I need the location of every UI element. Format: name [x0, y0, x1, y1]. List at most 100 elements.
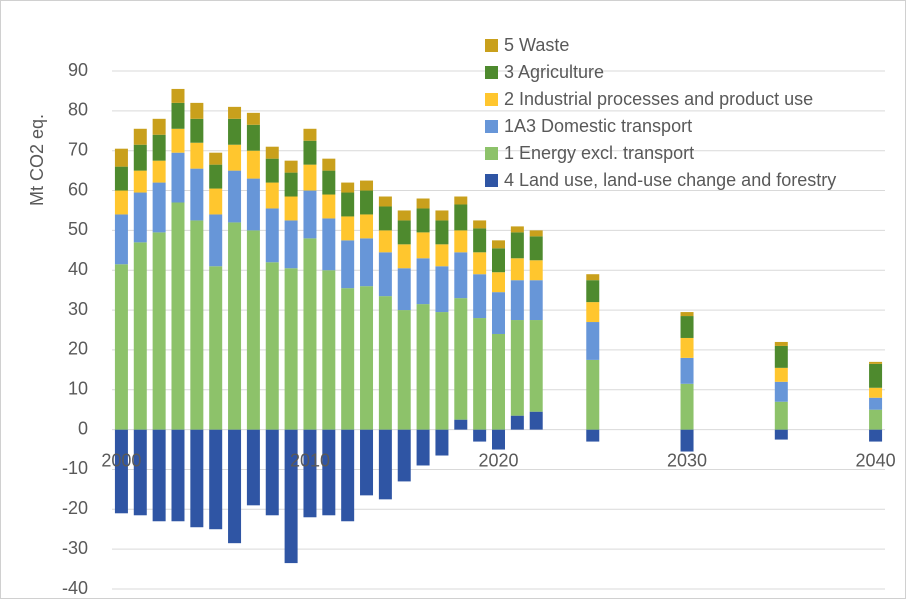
bar-segment: [284, 160, 298, 173]
bar-segment: [492, 429, 505, 450]
bar-segment: [246, 178, 260, 231]
bar-segment: [869, 429, 883, 442]
bar-segment: [529, 236, 543, 261]
bar-segment: [397, 268, 411, 311]
bar-segment: [303, 429, 317, 518]
bar-segment: [228, 118, 242, 145]
bar-segment: [190, 220, 204, 430]
bar-segment: [473, 429, 487, 442]
bar-segment: [774, 341, 788, 346]
bar-segment: [246, 230, 260, 430]
bar-segment: [284, 220, 298, 269]
legend-swatch: [485, 93, 498, 106]
bar-segment: [303, 190, 317, 239]
bar-segment: [416, 232, 430, 259]
bar-segment: [265, 262, 279, 430]
legend-label: 1 Energy excl. transport: [504, 143, 694, 163]
y-tick-label: 90: [68, 60, 88, 80]
legend-label: 5 Waste: [504, 35, 569, 55]
bar-segment: [228, 170, 242, 223]
bar-segment: [435, 220, 449, 245]
legend-label: 2 Industrial processes and product use: [504, 89, 813, 109]
y-tick-label: 20: [68, 339, 88, 359]
bar-segment: [435, 244, 449, 267]
bar-segment: [454, 196, 468, 205]
bar-segment: [510, 226, 524, 233]
y-tick-label: 0: [78, 418, 88, 438]
bar-segment: [416, 208, 430, 233]
bar-segment: [303, 238, 317, 430]
bar-segment: [284, 172, 298, 197]
bar-segment: [529, 320, 543, 412]
bar-segment: [510, 415, 524, 430]
bar-segment: [529, 280, 543, 321]
bar-segment: [869, 387, 883, 398]
bar-segment: [774, 381, 788, 402]
bar-segment: [171, 88, 185, 103]
bar-segment: [341, 240, 355, 289]
x-tick-label: 2020: [478, 450, 518, 470]
bar-segment: [114, 190, 128, 215]
bar-segment: [454, 419, 468, 430]
bar-segment: [586, 274, 600, 281]
bar-segment: [152, 134, 166, 161]
bar-segment: [529, 230, 543, 237]
bar-segment: [473, 220, 487, 229]
bar-segment: [322, 170, 336, 195]
bar-segment: [586, 322, 600, 360]
bar-segment: [114, 264, 128, 430]
bar-segment: [378, 252, 392, 297]
bar-segment: [435, 429, 449, 456]
bar-segment: [492, 333, 505, 430]
x-tick-label: 2040: [856, 450, 896, 470]
bar-segment: [360, 180, 374, 191]
bar-segment: [133, 144, 147, 171]
bar-segment: [190, 168, 204, 221]
bar-segment: [510, 232, 524, 259]
bar-segment: [303, 164, 317, 191]
x-tick-label: 2010: [290, 450, 330, 470]
bar-segment: [171, 152, 185, 203]
bar-segment: [114, 214, 128, 265]
bar-segment: [360, 429, 374, 496]
bar-segment: [246, 124, 260, 151]
bar-segment: [265, 208, 279, 263]
bar-segment: [209, 266, 223, 430]
bar-segment: [190, 102, 204, 119]
bar-segment: [492, 272, 505, 293]
bar-segment: [152, 182, 166, 233]
legend-swatch: [485, 147, 498, 160]
bar-segment: [114, 148, 128, 167]
legend-label: 1A3 Domestic transport: [504, 116, 692, 136]
bar-segment: [492, 292, 505, 334]
y-tick-label: -20: [62, 498, 88, 518]
bar-segment: [774, 429, 788, 440]
legend-swatch: [485, 174, 498, 187]
bar-segment: [378, 429, 392, 500]
bar-segment: [435, 312, 449, 430]
y-tick-label: 50: [68, 219, 88, 239]
bar-segment: [397, 244, 411, 269]
bar-segment: [360, 286, 374, 430]
bar-segment: [152, 429, 166, 522]
bar-segment: [869, 397, 883, 410]
y-tick-label: -10: [62, 458, 88, 478]
bar-segment: [510, 258, 524, 281]
bar-segment: [454, 252, 468, 299]
bar-segment: [246, 112, 260, 125]
legend-swatch: [485, 120, 498, 133]
bar-segment: [303, 140, 317, 165]
x-tick-label: 2000: [101, 450, 141, 470]
bar-segment: [680, 316, 694, 338]
bar-segment: [586, 359, 600, 430]
bar-segment: [378, 230, 392, 253]
bar-segment: [171, 429, 185, 522]
bar-segment: [774, 401, 788, 430]
y-tick-label: 80: [68, 100, 88, 120]
bar-segment: [473, 318, 487, 430]
y-tick-label: 70: [68, 139, 88, 159]
bar-segment: [454, 230, 468, 253]
bar-segment: [416, 429, 430, 466]
bar-segment: [190, 429, 204, 528]
